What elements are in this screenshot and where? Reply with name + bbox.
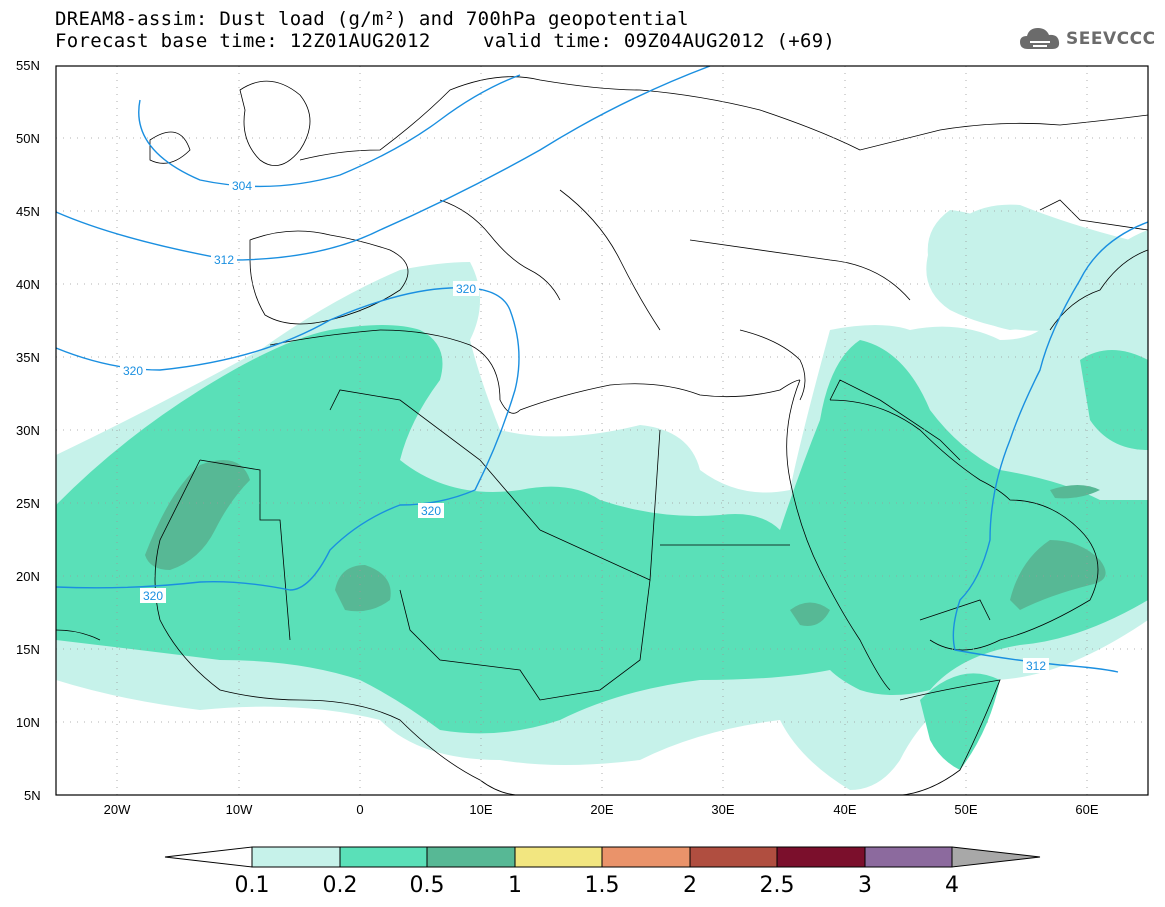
colorbar-bin-1-1.5 [514,846,603,868]
lon-label-0: 0 [356,802,363,817]
contour-label-304: 304 [232,179,252,193]
lat-label-20n: 20N [16,569,40,584]
colorbar-tick-4: 4 [945,873,959,898]
colorbar-bin-2-2.5 [689,846,778,868]
contour-label-320-c: 320 [421,504,441,518]
lat-label-55n: 55N [16,58,40,73]
lon-label-20w: 20W [104,802,131,817]
lat-label-15n: 15N [16,642,40,657]
colorbar-tick-labels: 0.1 0.2 0.5 1 1.5 2 2.5 3 4 [235,873,960,898]
colorbar-bin-1.5-2 [601,846,691,868]
lon-label-30e: 30E [711,802,734,817]
valid-time: valid time: 09Z04AUG2012 (+69) [483,30,836,52]
colorbar [164,846,1041,868]
dust-field-0.2 [56,325,1148,770]
colorbar-tick-2: 2 [683,873,697,898]
lat-label-45n: 45N [16,204,40,219]
logo-text: SEEVCCC [1066,29,1156,49]
cloud-icon [1020,28,1060,49]
colorbar-bin-0.1-0.2 [251,846,341,868]
contour-label-312-b: 312 [1026,659,1046,673]
map-area: 304 312 320 320 320 320 312 [56,66,1148,795]
colorbar-bin-0.5-1 [426,846,516,868]
contour-label-320-d: 320 [143,589,163,603]
lon-label-10e: 10E [469,802,492,817]
lat-label-50n: 50N [16,131,40,146]
lon-label-60e: 60E [1075,802,1098,817]
colorbar-tick-1: 1 [508,873,522,898]
forecast-base-time: Forecast base time: 12Z01AUG2012 [55,30,431,52]
lat-label-35n: 35N [16,350,40,365]
lat-lon-grid [56,66,1148,795]
latitude-labels: 55N 50N 45N 40N 35N 30N 25N 20N 15N 10N … [16,58,41,803]
colorbar-tick-0.1: 0.1 [235,873,270,898]
lat-label-40n: 40N [16,277,40,292]
colorbar-min-arrow [164,846,253,868]
colorbar-bin-3-4 [864,846,953,868]
longitude-labels: 20W 10W 0 10E 20E 30E 40E 50E 60E [104,802,1099,817]
lat-label-30n: 30N [16,423,40,438]
colorbar-bin-2.5-3 [776,846,866,868]
coastlines-and-borders [56,76,1148,795]
lon-label-10w: 10W [226,802,253,817]
colorbar-tick-1.5: 1.5 [585,873,620,898]
lon-label-50e: 50E [954,802,977,817]
seevccc-logo: SEEVCCC [1018,24,1156,54]
colorbar-max-arrow [951,846,1041,868]
map-title: DREAM8-assim: Dust load (g/m²) and 700hP… [55,8,689,30]
contour-label-312: 312 [214,253,234,267]
contour-label-320-b: 320 [123,364,143,378]
colorbar-tick-3: 3 [858,873,872,898]
contour-labels: 304 312 320 320 320 320 312 [120,178,1049,673]
colorbar-bin-0.2-0.5 [339,846,428,868]
dust-field-0.5 [145,460,1106,626]
geopotential-contours [56,66,1148,673]
lat-label-25n: 25N [16,496,40,511]
contour-label-320-a: 320 [456,282,476,296]
colorbar-tick-0.2: 0.2 [323,873,358,898]
colorbar-tick-2.5: 2.5 [760,873,795,898]
colorbar-tick-0.5: 0.5 [410,873,445,898]
lon-label-20e: 20E [590,802,613,817]
lat-label-10n: 10N [16,715,40,730]
map-frame [55,65,1149,796]
lon-label-40e: 40E [833,802,856,817]
lat-label-5n: 5N [24,788,41,803]
